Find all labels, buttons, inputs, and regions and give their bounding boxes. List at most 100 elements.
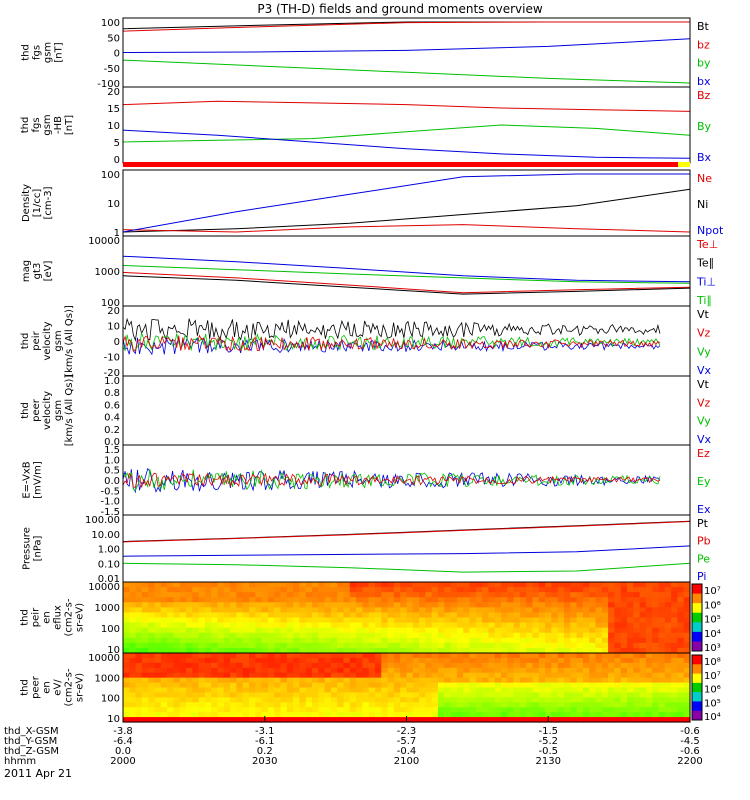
spectrogram-cell — [463, 677, 471, 684]
spectrogram-cell — [324, 597, 332, 603]
spectrogram-cell — [312, 657, 319, 664]
spectrogram-cell — [198, 707, 206, 713]
spectrogram-cell — [664, 582, 672, 588]
spectrogram-cell — [526, 662, 534, 669]
spectrogram-cell — [488, 653, 496, 659]
spectrogram-cell — [425, 717, 433, 723]
spectrogram-cell — [501, 692, 508, 698]
spectrogram-cell — [135, 667, 143, 674]
spectrogram-cell — [450, 617, 458, 624]
spectrogram-cell — [242, 597, 250, 603]
spectrogram-cell — [274, 612, 282, 619]
spectrogram-cell — [349, 592, 357, 598]
spectrogram-cell — [419, 653, 426, 659]
time-row-label: thd_Y-GSM — [4, 736, 57, 747]
spectrogram-cell — [249, 667, 256, 674]
spectrogram-cell — [406, 632, 414, 639]
spectrogram-cell — [419, 717, 426, 723]
spectrogram-cell — [173, 592, 181, 598]
spectrogram-cell — [356, 632, 363, 639]
time-row-value: -1.5 — [538, 726, 558, 737]
spectrogram-cell — [217, 597, 225, 603]
y-axis-label-line: thd — [20, 402, 31, 419]
spectrogram-cell — [589, 702, 597, 708]
spectrogram-cell — [400, 637, 408, 644]
spectrogram-cell — [501, 637, 508, 644]
spectrogram-cell — [450, 632, 458, 639]
spectrogram-cell — [582, 597, 590, 603]
spectrogram-cell — [160, 592, 168, 598]
spectrogram-cell — [658, 597, 666, 603]
spectrogram-cell — [387, 692, 395, 698]
spectrogram-cell — [204, 637, 212, 644]
spectrogram-cell — [501, 582, 508, 588]
spectrogram-cell — [261, 607, 269, 614]
spectrogram-cell — [494, 597, 502, 603]
spectrogram-cell — [349, 662, 357, 669]
spectrogram-cell — [160, 692, 168, 698]
spectrogram-cell — [318, 677, 326, 684]
spectrogram-cell — [293, 697, 300, 703]
spectrogram-cell — [645, 682, 653, 689]
spectrogram-cell — [620, 702, 628, 708]
spectrogram-cell — [217, 587, 225, 593]
spectrogram-cell — [456, 687, 464, 694]
spectrogram-cell — [230, 627, 237, 634]
spectrogram-cell — [236, 627, 244, 634]
spectrogram-cell — [633, 653, 641, 659]
spectrogram-cell — [671, 617, 678, 624]
spectrogram-cell — [620, 617, 628, 624]
spectrogram-cell — [475, 637, 483, 644]
spectrogram-cell — [375, 682, 382, 689]
spectrogram-cell — [438, 607, 445, 614]
spectrogram-cell — [645, 597, 653, 603]
y-axis-label-line: [eV] — [43, 261, 54, 282]
spectrogram-cell — [507, 687, 515, 694]
spectrogram-cell — [431, 677, 439, 684]
spectrogram-cell — [129, 672, 137, 679]
spectrogram-cell — [488, 612, 496, 619]
spectrogram-cell — [633, 582, 641, 588]
spectrogram-cell — [507, 602, 515, 608]
colorbar-tick-label: 10³ — [704, 643, 721, 654]
spectrogram-cell — [463, 657, 471, 664]
spectrogram-cell — [564, 607, 571, 614]
spectrogram-cell — [482, 632, 489, 639]
spectrogram-cell — [255, 592, 263, 598]
spectrogram-cell — [677, 602, 685, 608]
spectrogram-cell — [513, 707, 521, 713]
spectrogram-cell — [639, 622, 647, 629]
spectrogram-cell — [545, 622, 552, 629]
y-axis-label: maggt3[eV] — [21, 260, 54, 282]
spectrogram-cell — [160, 637, 168, 644]
panel-ion_spec: 1000010001001010⁷10⁶10⁵10⁴10³thdpeirenef… — [20, 581, 721, 656]
spectrogram-cell — [312, 702, 319, 708]
y-axis-label-line: E=-VxB — [22, 461, 33, 498]
spectrogram-cell — [305, 662, 313, 669]
spectrogram-cell — [601, 627, 609, 634]
spectrogram-cell — [230, 672, 237, 679]
spectrogram-cell — [242, 667, 250, 674]
spectrogram-cell — [280, 662, 288, 669]
spectrogram-cell — [482, 653, 489, 659]
spectrogram-cell — [129, 617, 137, 624]
spectrogram-cell — [582, 653, 590, 659]
spectrogram-cell — [198, 697, 206, 703]
spectrogram-cell — [595, 632, 603, 639]
spectrogram-cell — [387, 607, 395, 614]
colorbar-segment — [692, 603, 702, 614]
spectrogram-cell — [356, 667, 363, 674]
spectrogram-cell — [475, 622, 483, 629]
spectrogram-cell — [419, 612, 426, 619]
spectrogram-cell — [387, 602, 395, 608]
spectrogram-cell — [192, 667, 200, 674]
spectrogram-cell — [242, 682, 250, 689]
spectrogram-cell — [141, 692, 149, 698]
spectrogram-cell — [230, 607, 237, 614]
spectrogram-cell — [557, 592, 565, 598]
spectrogram-cell — [469, 707, 477, 713]
spectrogram-cell — [198, 587, 206, 593]
spectrogram-cell — [123, 692, 130, 698]
spectrogram-cell — [501, 627, 508, 634]
spectrogram-cell — [362, 597, 370, 603]
